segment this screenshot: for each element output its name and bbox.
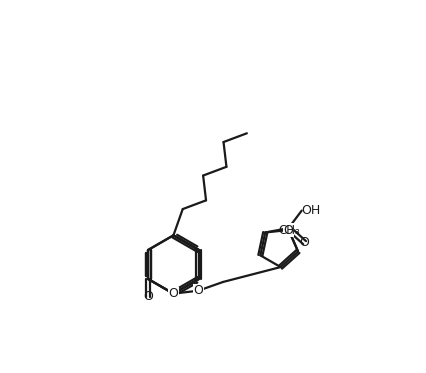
Text: O: O: [169, 287, 178, 300]
Text: O: O: [143, 290, 153, 303]
Text: O: O: [299, 236, 310, 249]
Text: O: O: [193, 284, 203, 297]
Text: O: O: [284, 223, 294, 236]
Text: CH₃: CH₃: [279, 225, 300, 238]
Text: OH: OH: [302, 204, 321, 217]
